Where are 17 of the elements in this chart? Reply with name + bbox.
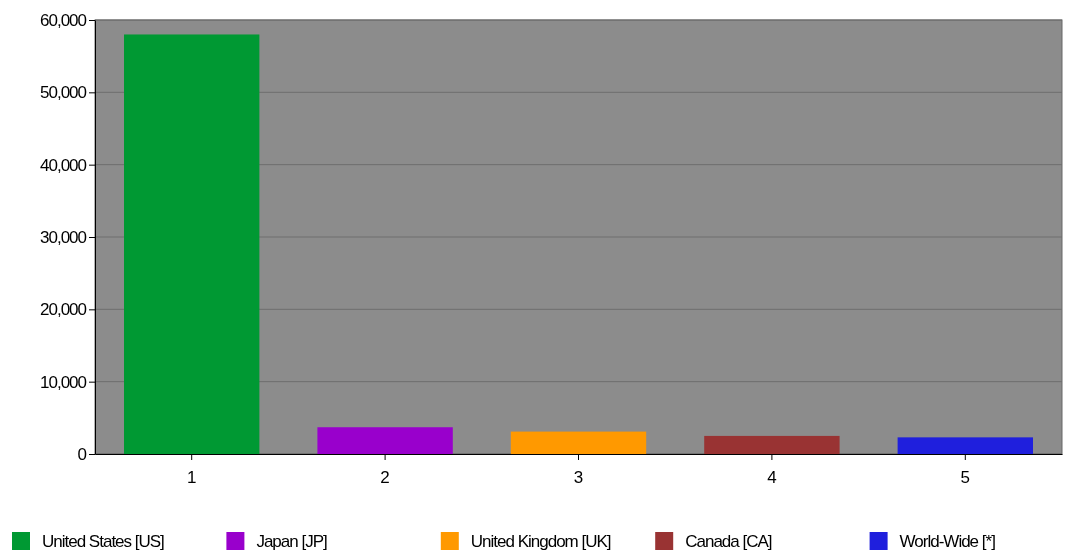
x-tick-label: 2 [380, 468, 390, 488]
legend-label: Canada [CA] [685, 532, 772, 551]
x-tick-label: 5 [960, 468, 971, 488]
legend-label: United Kingdom [UK] [470, 532, 611, 551]
legend-label: United States [US] [42, 532, 165, 551]
y-tick-label: 30,000 [40, 227, 87, 247]
legend-label: Japan [JP] [256, 532, 327, 551]
y-tick-label: 60,000 [40, 10, 87, 30]
y-tick-label: 10,000 [40, 372, 87, 392]
y-tick-label: 20,000 [40, 300, 87, 320]
x-tick-label: 3 [573, 468, 584, 488]
y-tick-label: 50,000 [40, 83, 87, 103]
y-tick-label: 40,000 [40, 155, 87, 175]
y-tick-label: 0 [77, 444, 87, 464]
x-tick-label: 1 [186, 468, 197, 488]
x-tick-label: 4 [767, 468, 777, 488]
legend-label: World-Wide [*] [899, 532, 996, 551]
